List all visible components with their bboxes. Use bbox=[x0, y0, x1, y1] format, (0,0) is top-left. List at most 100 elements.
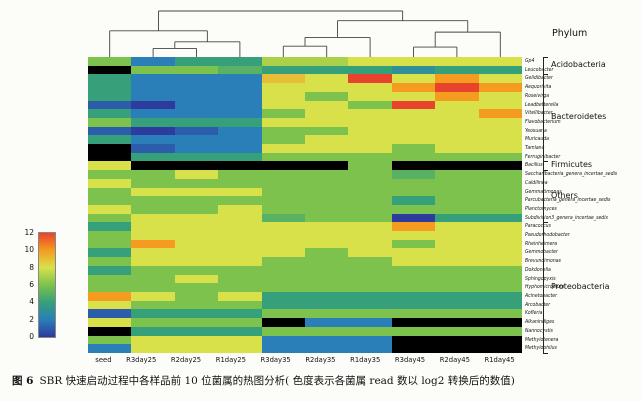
heatmap-cell bbox=[261, 117, 306, 127]
heatmap-cell bbox=[131, 283, 175, 292]
genus-label: Leucobacter bbox=[525, 66, 554, 73]
heatmap-cell bbox=[131, 117, 175, 127]
sample-label: R2day35 bbox=[305, 356, 336, 364]
heatmap-row bbox=[88, 335, 523, 345]
heatmap-cell bbox=[348, 170, 392, 179]
phylum-bracket bbox=[543, 57, 548, 76]
heatmap-cell bbox=[348, 83, 392, 92]
phylum-bracket bbox=[543, 170, 548, 224]
heatmap-cell bbox=[131, 126, 175, 136]
heatmap-cell bbox=[435, 117, 479, 127]
genus-label: Bacillus bbox=[525, 162, 543, 169]
phylum-brackets: Acidobacteria Bacteroidetes Firmicutes Othe… bbox=[543, 57, 642, 354]
heatmap-cell bbox=[305, 222, 349, 232]
heatmap-cell bbox=[131, 57, 175, 66]
heatmap-row bbox=[88, 291, 523, 301]
genus-label: Methylotenera bbox=[525, 336, 559, 343]
heatmap-cell bbox=[305, 231, 349, 240]
heatmap-cell bbox=[218, 65, 262, 75]
heatmap-cell bbox=[131, 135, 175, 145]
heatmap-cell bbox=[88, 65, 132, 75]
heatmap-cell bbox=[348, 283, 392, 292]
heatmap-cell bbox=[478, 178, 523, 188]
heatmap-row bbox=[88, 239, 523, 249]
heatmap-cell bbox=[131, 83, 175, 92]
genus-label: Dokdonella bbox=[525, 266, 551, 273]
caption-label: 图 6 bbox=[12, 375, 34, 387]
heatmap-cell bbox=[391, 57, 436, 66]
heatmap-cell bbox=[305, 283, 349, 292]
heatmap-cell bbox=[478, 300, 523, 310]
heatmap-cell bbox=[174, 248, 219, 258]
heatmap-cell bbox=[131, 291, 175, 301]
heatmap-cell bbox=[88, 187, 132, 197]
heatmap-cell bbox=[435, 100, 479, 110]
heatmap-cell bbox=[88, 239, 132, 249]
genus-label: Muricauda bbox=[525, 136, 549, 143]
heatmap-cell bbox=[391, 91, 436, 101]
heatmap-cell bbox=[261, 161, 306, 171]
heatmap-cell bbox=[261, 187, 306, 197]
heatmap-cell bbox=[131, 152, 175, 162]
heatmap-row bbox=[88, 309, 523, 319]
heatmap-cell bbox=[261, 283, 306, 292]
heatmap-cell bbox=[88, 231, 132, 240]
genus-label: Methylophilus bbox=[525, 345, 557, 352]
heatmap-cell bbox=[218, 100, 262, 110]
heatmap-cell bbox=[218, 187, 262, 197]
heatmap-cell bbox=[261, 265, 306, 275]
heatmap-cell bbox=[174, 144, 219, 153]
heatmap-cell bbox=[261, 91, 306, 101]
heatmap-cell bbox=[348, 291, 392, 301]
heatmap-cell bbox=[305, 65, 349, 75]
heatmap-cell bbox=[174, 318, 219, 327]
heatmap-cell bbox=[435, 126, 479, 136]
heatmap-cell bbox=[218, 291, 262, 301]
genus-label: Kofleria bbox=[525, 310, 543, 317]
heatmap-cell bbox=[261, 335, 306, 345]
heatmap-cell bbox=[348, 257, 392, 266]
heatmap-cell bbox=[478, 196, 523, 205]
heatmap-cell bbox=[131, 274, 175, 284]
heatmap-cell bbox=[218, 318, 262, 327]
heatmap-cell bbox=[305, 239, 349, 249]
heatmap-row bbox=[88, 74, 523, 84]
heatmap-cell bbox=[131, 257, 175, 266]
heatmap-cell bbox=[478, 65, 523, 75]
heatmap-cell bbox=[174, 257, 219, 266]
heatmap-cell bbox=[478, 83, 523, 92]
heatmap-cell bbox=[131, 204, 175, 214]
heatmap-cell bbox=[131, 231, 175, 240]
heatmap-row bbox=[88, 144, 523, 153]
heatmap-cell bbox=[131, 300, 175, 310]
heatmap-cell bbox=[305, 344, 349, 353]
heatmap-grid bbox=[88, 57, 523, 353]
phylum-label: Firmicutes bbox=[551, 160, 593, 170]
heatmap-cell bbox=[218, 231, 262, 240]
heatmap-cell bbox=[131, 265, 175, 275]
heatmap-cell bbox=[348, 213, 392, 223]
heatmap-cell bbox=[348, 91, 392, 101]
heatmap-cell bbox=[348, 144, 392, 153]
heatmap-cell bbox=[348, 326, 392, 336]
heatmap-cell bbox=[261, 178, 306, 188]
phylum-header: Phylum bbox=[552, 28, 588, 39]
heatmap-cell bbox=[174, 135, 219, 145]
heatmap-cell bbox=[478, 265, 523, 275]
phylum-label: Proteobacteria bbox=[551, 282, 610, 292]
heatmap-cell bbox=[478, 274, 523, 284]
heatmap-cell bbox=[131, 161, 175, 171]
heatmap-cell bbox=[174, 100, 219, 110]
heatmap-row bbox=[88, 265, 523, 275]
heatmap-cell bbox=[218, 213, 262, 223]
heatmap-cell bbox=[391, 265, 436, 275]
heatmap-cell bbox=[478, 309, 523, 319]
legend-tick: 10 bbox=[24, 245, 34, 255]
heatmap-cell bbox=[131, 74, 175, 84]
heatmap-cell bbox=[348, 239, 392, 249]
heatmap-cell bbox=[305, 117, 349, 127]
heatmap-cell bbox=[478, 100, 523, 110]
heatmap-cell bbox=[305, 213, 349, 223]
heatmap-cell bbox=[174, 300, 219, 310]
